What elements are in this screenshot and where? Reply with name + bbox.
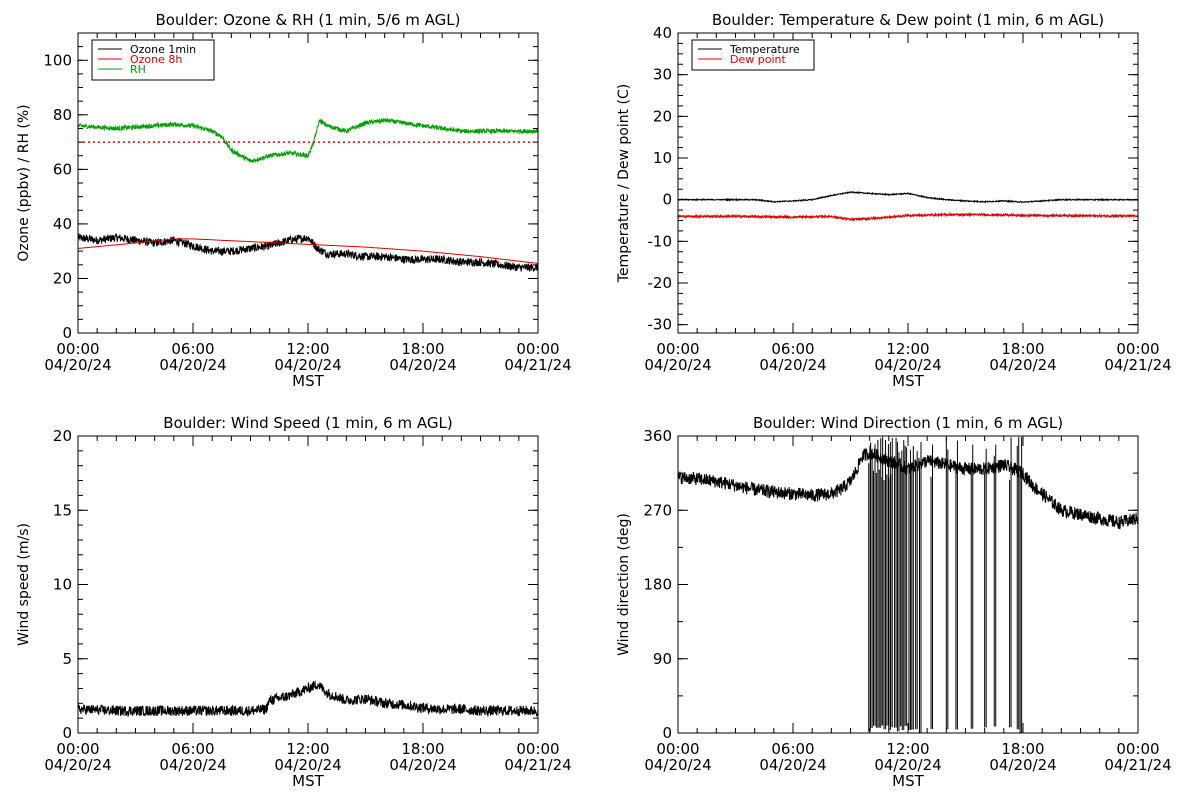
x-tick-date: 04/20/24 xyxy=(644,356,711,374)
x-tick-date: 04/21/24 xyxy=(1104,356,1171,374)
y-tick-label: 20 xyxy=(653,107,672,125)
chart-title: Boulder: Wind Speed (1 min, 6 m AGL) xyxy=(163,414,452,432)
x-tick-date: 04/20/24 xyxy=(759,756,826,774)
x-tick-time: 06:00 xyxy=(171,340,214,358)
x-tick-date: 04/21/24 xyxy=(504,356,571,374)
y-tick-label: 0 xyxy=(62,724,72,742)
x-tick-date: 04/20/24 xyxy=(759,356,826,374)
x-tick-time: 12:00 xyxy=(286,340,329,358)
x-tick-time: 18:00 xyxy=(401,740,444,758)
plot-frame xyxy=(77,32,539,334)
x-tick-date: 04/20/24 xyxy=(389,756,456,774)
x-tick-date: 04/20/24 xyxy=(644,756,711,774)
x-tick-time: 12:00 xyxy=(886,340,929,358)
x-tick-date: 04/20/24 xyxy=(159,356,226,374)
chart-title: Boulder: Ozone & RH (1 min, 5/6 m AGL) xyxy=(155,11,460,29)
x-tick-date: 04/20/24 xyxy=(989,756,1056,774)
chart-panel-1: Boulder: Ozone & RH (1 min, 5/6 m AGL) Oz… xyxy=(16,11,572,390)
x-axis-label: MST xyxy=(892,772,924,790)
y-axis-label: Ozone (ppbv) / RH (%) xyxy=(16,104,32,261)
x-tick-time: 06:00 xyxy=(771,340,814,358)
y-tick-label: 15 xyxy=(53,501,72,519)
x-tick-date: 04/20/24 xyxy=(44,356,111,374)
x-tick-time: 00:00 xyxy=(516,340,559,358)
y-tick-label: 20 xyxy=(53,427,72,445)
y-tick-label: 180 xyxy=(643,576,672,594)
y-tick-label: 10 xyxy=(653,149,672,167)
x-tick-time: 12:00 xyxy=(886,740,929,758)
y-tick-label: 90 xyxy=(653,650,672,668)
y-tick-label: 0 xyxy=(62,324,72,342)
series-line-1 xyxy=(677,446,1139,530)
x-tick-date: 04/20/24 xyxy=(44,756,111,774)
legend-box xyxy=(91,39,215,81)
y-tick-label: 5 xyxy=(62,650,72,668)
y-tick-label: 20 xyxy=(53,269,72,287)
series-line-1 xyxy=(677,190,1139,204)
x-tick-time: 00:00 xyxy=(56,340,99,358)
plot-frame xyxy=(77,435,539,734)
x-axis-label: MST xyxy=(892,372,924,390)
x-tick-date: 04/20/24 xyxy=(989,356,1056,374)
x-tick-time: 18:00 xyxy=(1001,340,1044,358)
chart-panel-2: Boulder: Temperature & Dew point (1 min,… xyxy=(616,11,1172,390)
legend-label: Ozone 1min xyxy=(130,43,196,56)
y-axis-label: Wind direction (deg) xyxy=(616,513,632,656)
x-tick-time: 12:00 xyxy=(286,740,329,758)
series-line-1 xyxy=(77,680,539,718)
x-axis-label: MST xyxy=(292,372,324,390)
x-tick-date: 04/21/24 xyxy=(1104,756,1171,774)
y-axis-label: Temperature / Dew point (C) xyxy=(616,84,632,283)
y-tick-label: 40 xyxy=(53,215,72,233)
x-tick-time: 00:00 xyxy=(1116,740,1159,758)
y-tick-label: 40 xyxy=(653,24,672,42)
x-tick-time: 00:00 xyxy=(656,340,699,358)
x-tick-date: 04/20/24 xyxy=(874,756,941,774)
legend-label: Ozone 8h xyxy=(130,53,182,66)
legend-label: Dew point xyxy=(730,53,786,66)
y-tick-label: 30 xyxy=(653,66,672,84)
y-tick-label: -10 xyxy=(648,232,673,250)
chart-title: Boulder: Wind Direction (1 min, 6 m AGL) xyxy=(753,414,1063,432)
y-tick-label: 360 xyxy=(643,427,672,445)
chart-panel-3: Boulder: Wind Speed (1 min, 6 m AGL) Wind… xyxy=(16,414,572,790)
x-tick-time: 06:00 xyxy=(171,740,214,758)
legend-box xyxy=(691,39,815,71)
y-tick-label: -30 xyxy=(648,316,673,334)
plot-frame xyxy=(677,435,1139,734)
y-tick-label: 80 xyxy=(53,106,72,124)
legend-label: Temperature xyxy=(729,43,800,56)
x-tick-date: 04/21/24 xyxy=(504,756,571,774)
y-tick-label: 10 xyxy=(53,576,72,594)
y-tick-label: 0 xyxy=(662,191,672,209)
y-axis-label: Wind speed (m/s) xyxy=(16,523,32,646)
x-tick-time: 00:00 xyxy=(1116,340,1159,358)
y-tick-label: 60 xyxy=(53,160,72,178)
x-tick-time: 06:00 xyxy=(771,740,814,758)
chart-title: Boulder: Temperature & Dew point (1 min,… xyxy=(712,11,1104,29)
legend-label: RH xyxy=(130,63,146,76)
y-tick-label: -20 xyxy=(648,274,673,292)
series-line-3 xyxy=(77,117,539,164)
x-tick-time: 00:00 xyxy=(56,740,99,758)
x-tick-date: 04/20/24 xyxy=(874,356,941,374)
x-tick-date: 04/20/24 xyxy=(274,756,341,774)
series-line-1 xyxy=(77,233,539,272)
y-tick-label: 270 xyxy=(643,501,672,519)
chart-panel-4: Boulder: Wind Direction (1 min, 6 m AGL)… xyxy=(616,414,1172,790)
plot-frame xyxy=(677,32,1139,334)
y-tick-label: 0 xyxy=(662,724,672,742)
x-tick-time: 18:00 xyxy=(401,340,444,358)
y-tick-label: 100 xyxy=(43,51,72,69)
x-tick-time: 00:00 xyxy=(516,740,559,758)
series-line-2 xyxy=(77,238,539,264)
x-tick-date: 04/20/24 xyxy=(389,356,456,374)
x-tick-date: 04/20/24 xyxy=(274,356,341,374)
x-axis-label: MST xyxy=(292,772,324,790)
x-tick-time: 18:00 xyxy=(1001,740,1044,758)
x-tick-time: 00:00 xyxy=(656,740,699,758)
series-line-2 xyxy=(677,211,1139,222)
x-tick-date: 04/20/24 xyxy=(159,756,226,774)
